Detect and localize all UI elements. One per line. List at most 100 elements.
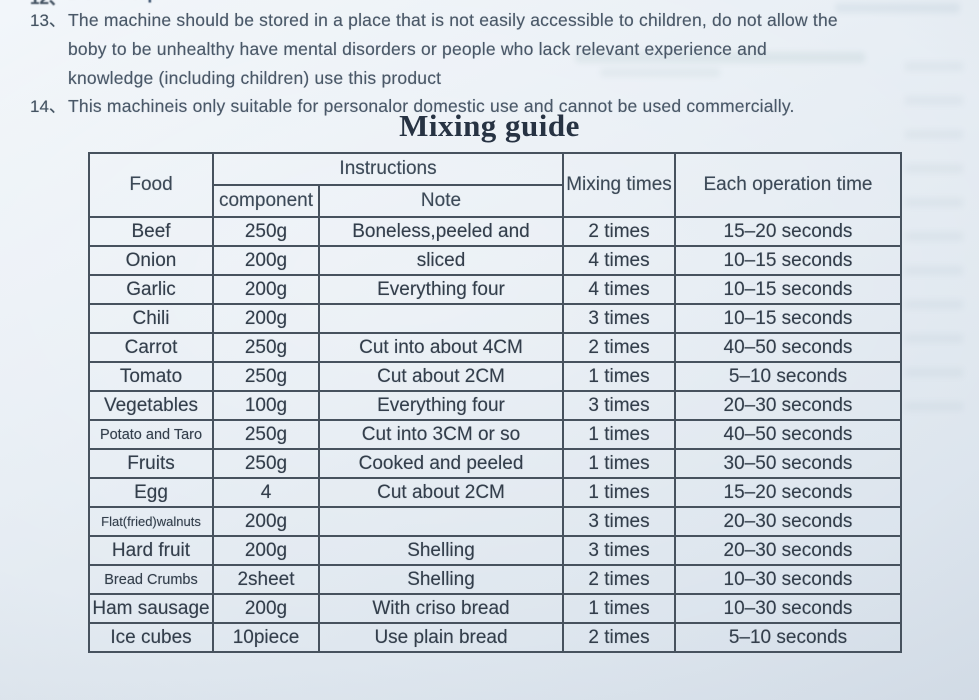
cell-note: Everything four (318, 274, 564, 305)
cell-component: 200g (212, 274, 320, 305)
cell-mixing-times: 3 times (562, 506, 676, 537)
cell-note: Shelling (318, 564, 564, 595)
cell-food: Flat(fried)walnuts (88, 506, 214, 537)
cell-food: Chili (88, 303, 214, 334)
cell-mixing-times: 4 times (562, 245, 676, 276)
list-text-line: The machine should be stored in a place … (68, 10, 838, 30)
cell-mixing-times: 3 times (562, 535, 676, 566)
table-row: Hard fruit 200g Shelling 3 times 20–30 s… (88, 535, 902, 566)
cell-mixing-times: 2 times (562, 622, 676, 653)
table-row: Bread Crumbs 2sheet Shelling 2 times 10–… (88, 564, 902, 595)
cell-operation-time: 30–50 seconds (674, 448, 902, 479)
cell-food: Beef (88, 216, 214, 247)
cell-component: 200g (212, 535, 320, 566)
list-text-line: This machineis only suitable for persona… (68, 96, 795, 116)
cell-mixing-times: 1 times (562, 361, 676, 392)
list-text: This machineis only suitable for persona… (68, 92, 934, 121)
cell-component: 200g (212, 593, 320, 624)
cell-operation-time: 20–30 seconds (674, 506, 902, 537)
cell-operation-time: 40–50 seconds (674, 332, 902, 363)
cell-operation-time: 5–10 seconds (674, 622, 902, 653)
list-item-14: 14、 This machineis only suitable for per… (30, 92, 934, 121)
cell-food: Ice cubes (88, 622, 214, 653)
list-text-line: knowledge (including children) use this … (68, 68, 442, 88)
table-header: Food Instructions Mixing times Each oper… (88, 152, 902, 218)
cell-food: Onion (88, 245, 214, 276)
cell-operation-time: 10–15 seconds (674, 274, 902, 305)
cell-operation-time: 20–30 seconds (674, 390, 902, 421)
table-row: Beef 250g Boneless,peeled and 2 times 15… (88, 216, 902, 247)
cell-component: 200g (212, 303, 320, 334)
cell-food: Hard fruit (88, 535, 214, 566)
table-row: Garlic 200g Everything four 4 times 10–1… (88, 274, 902, 305)
cell-operation-time: 20–30 seconds (674, 535, 902, 566)
cell-food: Ham sausage (88, 593, 214, 624)
cell-component: 250g (212, 361, 320, 392)
table-row: Onion 200g sliced 4 times 10–15 seconds (88, 245, 902, 276)
list-text-fragment: Do not p (68, 0, 161, 9)
cell-operation-time: 15–20 seconds (674, 216, 902, 247)
cell-component: 250g (212, 419, 320, 450)
cell-component: 250g (212, 332, 320, 363)
cell-operation-time: 15–20 seconds (674, 477, 902, 508)
cell-food: Vegetables (88, 390, 214, 421)
cell-component: 200g (212, 506, 320, 537)
cell-mixing-times: 2 times (562, 332, 676, 363)
cell-note: Use plain bread (318, 622, 564, 653)
header-mixing-times: Mixing times (562, 152, 676, 218)
cell-note (318, 303, 564, 334)
cell-food: Garlic (88, 274, 214, 305)
mixing-table-body: Beef 250g Boneless,peeled and 2 times 15… (88, 216, 902, 653)
list-text: The machine should be stored in a place … (68, 6, 934, 93)
table-row: Ice cubes 10piece Use plain bread 2 time… (88, 622, 902, 653)
cell-note: Cooked and peeled (318, 448, 564, 479)
cell-operation-time: 10–15 seconds (674, 303, 902, 334)
mixing-guide-table: Food Instructions Mixing times Each oper… (88, 152, 902, 653)
table-row: Potato and Taro 250g Cut into 3CM or so … (88, 419, 902, 450)
header-food: Food (88, 152, 214, 218)
cell-note (318, 506, 564, 537)
table-row: Vegetables 100g Everything four 3 times … (88, 390, 902, 421)
cell-food: Egg (88, 477, 214, 508)
cell-operation-time: 10–30 seconds (674, 564, 902, 595)
header-instructions: Instructions (212, 152, 564, 186)
cell-food: Tomato (88, 361, 214, 392)
cell-mixing-times: 3 times (562, 303, 676, 334)
cell-note: Cut about 2CM (318, 477, 564, 508)
cell-note: With criso bread (318, 593, 564, 624)
list-item-12-partial: 12、 Do not p (30, 0, 161, 9)
cell-mixing-times: 2 times (562, 564, 676, 595)
header-each-operation-time: Each operation time (674, 152, 902, 218)
cell-component: 100g (212, 390, 320, 421)
cell-note: Boneless,peeled and (318, 216, 564, 247)
table-row: Carrot 250g Cut into about 4CM 2 times 4… (88, 332, 902, 363)
cell-food: Potato and Taro (88, 419, 214, 450)
cell-operation-time: 10–30 seconds (674, 593, 902, 624)
list-item-13: 13、 The machine should be stored in a pl… (30, 6, 934, 93)
list-number: 12、 (30, 0, 68, 9)
cell-mixing-times: 3 times (562, 390, 676, 421)
cell-mixing-times: 4 times (562, 274, 676, 305)
cell-note: sliced (318, 245, 564, 276)
cell-component: 2sheet (212, 564, 320, 595)
cell-note: Everything four (318, 390, 564, 421)
cell-note: Cut into 3CM or so (318, 419, 564, 450)
cell-note: Cut into about 4CM (318, 332, 564, 363)
cell-mixing-times: 2 times (562, 216, 676, 247)
cell-mixing-times: 1 times (562, 593, 676, 624)
table-row: Tomato 250g Cut about 2CM 1 times 5–10 s… (88, 361, 902, 392)
cell-component: 4 (212, 477, 320, 508)
cell-food: Carrot (88, 332, 214, 363)
table-row: Flat(fried)walnuts 200g 3 times 20–30 se… (88, 506, 902, 537)
table-row: Fruits 250g Cooked and peeled 1 times 30… (88, 448, 902, 479)
cell-operation-time: 5–10 seconds (674, 361, 902, 392)
cell-component: 10piece (212, 622, 320, 653)
table-row: Egg 4 Cut about 2CM 1 times 15–20 second… (88, 477, 902, 508)
header-component: component (212, 184, 320, 218)
cell-mixing-times: 1 times (562, 448, 676, 479)
cell-mixing-times: 1 times (562, 477, 676, 508)
header-note: Note (318, 184, 564, 218)
cell-food: Fruits (88, 448, 214, 479)
list-number: 14、 (30, 97, 66, 116)
